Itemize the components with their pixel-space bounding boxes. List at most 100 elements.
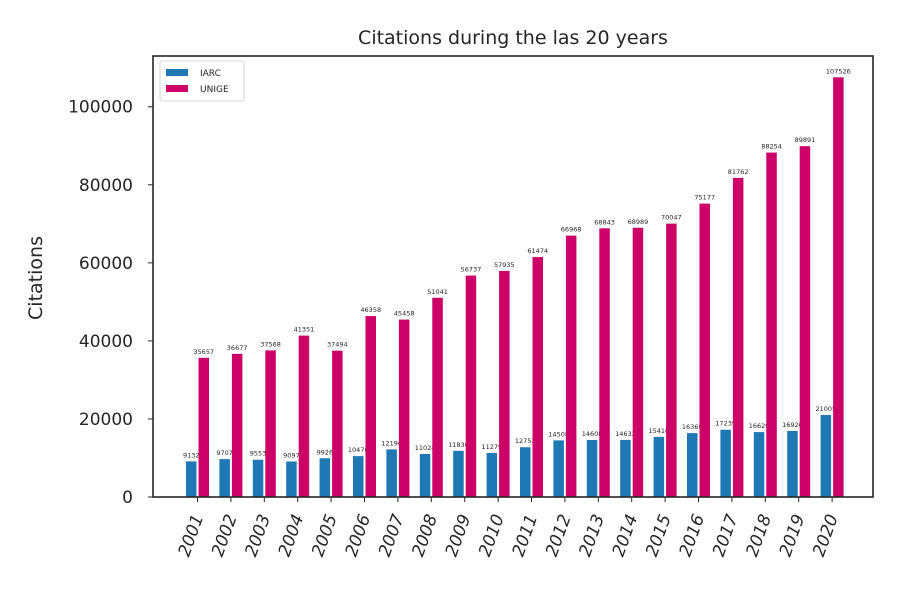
data-label-iarc-2013: 14608 [582,430,603,438]
bar-unige-2012 [565,235,577,497]
x-tick-label-2006: 2006 [342,512,376,560]
data-label-iarc-2004: 9097 [283,451,300,459]
data-label-iarc-2010: 11279 [482,443,503,451]
data-label-unige-2012: 66968 [561,226,582,234]
legend: IARC UNIGE [159,60,245,102]
data-label-unige-2013: 68843 [594,218,615,226]
data-label-iarc-2009: 11830 [448,441,469,449]
bar-unige-2018 [766,152,777,497]
bar-unige-2008 [432,297,443,497]
bar-unige-2019 [799,146,811,497]
legend-label-unige: UNIGE [200,85,229,95]
data-label-iarc-2007: 12196 [381,439,402,447]
data-label-iarc-2006: 10476 [348,446,369,454]
bar-unige-2007 [398,319,410,497]
y-tick-label-5: 100000 [68,98,133,118]
data-label-iarc-2011: 12753 [515,437,536,445]
bar-iarc-2009 [453,450,464,497]
bar-unige-2003 [265,350,276,497]
bar-unige-2010 [499,270,510,497]
data-label-unige-2001: 35657 [193,348,214,356]
data-label-unige-2006: 46358 [360,306,381,314]
bar-iarc-2002 [219,459,230,497]
x-tick-label-2005: 2005 [308,512,342,559]
data-label-unige-2008: 51041 [427,288,448,296]
bar-unige-2004 [298,335,310,497]
bar-unige-2005 [332,350,343,497]
bar-unige-2011 [532,257,543,497]
bar-iarc-2020 [820,415,832,497]
bar-iarc-2006 [353,456,364,497]
bar-iarc-2013 [586,439,598,497]
bar-unige-2001 [198,357,209,497]
bar-iarc-2005 [319,458,331,497]
y-tick-label-4: 80000 [79,176,133,196]
data-label-iarc-2018: 16629 [749,422,770,430]
y-tick-label-1: 20000 [79,410,133,430]
x-tick-label-2018: 2018 [742,512,776,560]
data-label-unige-2015: 70047 [661,214,682,222]
data-label-iarc-2020: 21005 [816,405,837,413]
data-label-unige-2017: 81762 [728,168,749,176]
data-label-unige-2004: 41351 [294,326,315,334]
data-label-unige-2016: 75177 [694,194,715,202]
data-label-unige-2019: 89891 [795,136,816,144]
bar-unige-2015 [666,223,677,497]
data-label-unige-2010: 57935 [494,261,515,269]
data-label-unige-2003: 37568 [260,340,281,348]
bar-iarc-2018 [753,432,765,497]
bar-iarc-2017 [720,429,731,497]
y-axis-label: Citations [25,236,47,320]
bar-iarc-2011 [520,447,531,497]
bar-unige-2017 [732,177,744,497]
data-label-unige-2002: 36677 [227,344,248,352]
bar-iarc-2001 [186,461,197,497]
x-tick-label-2017: 2017 [709,512,743,560]
x-tick-label-2012: 2012 [542,512,576,559]
legend-swatch-iarc [166,69,188,76]
data-label-iarc-2001: 9132 [183,451,200,459]
chart-title: Citations during the las 20 years [358,27,668,49]
x-tick-label-2003: 2003 [241,512,275,559]
bar-iarc-2016 [687,433,698,497]
data-label-iarc-2019: 16926 [782,421,803,429]
bar-iarc-2015 [653,436,665,497]
bar-iarc-2010 [486,452,498,497]
bar-unige-2002 [231,353,243,497]
data-label-iarc-2017: 17239 [715,420,736,428]
y-tick-label-3: 60000 [79,254,133,274]
bar-unige-2016 [699,203,710,497]
x-tick-label-2014: 2014 [609,512,643,559]
x-tick-label-2013: 2013 [575,512,609,559]
data-label-iarc-2012: 14508 [548,430,569,438]
y-tick-label-2: 40000 [79,332,133,352]
x-tick-label-2010: 2010 [475,512,509,559]
data-label-unige-2005: 37494 [327,341,348,349]
x-tick-label-2002: 2002 [208,512,242,559]
legend-label-iarc: IARC [200,69,221,79]
bar-iarc-2004 [286,461,297,497]
bar-iarc-2019 [787,430,798,497]
bar-iarc-2008 [419,453,431,497]
data-label-unige-2018: 88254 [761,143,782,151]
data-label-iarc-2008: 11024 [415,444,436,452]
y-tick-label-0: 0 [122,488,133,508]
data-label-iarc-2015: 15410 [649,427,670,435]
bar-unige-2013 [599,228,610,497]
data-label-unige-2007: 45458 [394,310,415,318]
data-label-unige-2014: 68989 [628,218,649,226]
data-label-unige-2020: 107526 [826,67,851,75]
bar-iarc-2014 [620,439,631,497]
bar-iarc-2012 [553,440,564,497]
data-label-iarc-2005: 9926 [317,448,334,456]
bar-unige-2014 [632,227,644,497]
x-tick-label-2007: 2007 [375,512,409,560]
x-tick-label-2011: 2011 [509,512,543,559]
plot-frame [152,55,874,498]
x-tick-label-2020: 2020 [809,512,843,559]
data-label-iarc-2014: 14632 [615,430,636,438]
bar-unige-2020 [833,77,844,498]
x-tick-label-2016: 2016 [676,512,710,560]
x-tick-label-2015: 2015 [642,512,676,559]
x-tick-label-2008: 2008 [408,512,442,560]
